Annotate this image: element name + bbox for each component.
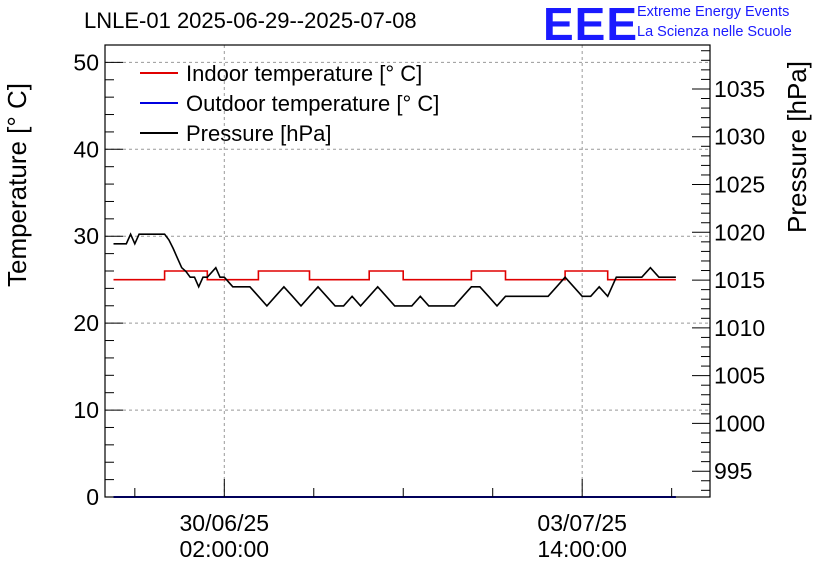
y-tick-label: 30 <box>73 223 99 249</box>
chart-title: LNLE-01 2025-06-29--2025-07-08 <box>84 8 417 33</box>
y2-tick-label: 1035 <box>714 76 765 102</box>
x-tick-label-date: 30/06/25 <box>180 510 270 536</box>
y2-tick-label: 1025 <box>714 172 765 198</box>
y-axis-label: Temperature [° C] <box>2 83 32 287</box>
y2-tick-label: 1005 <box>714 363 765 389</box>
legend-entry: Pressure [hPa] <box>186 121 332 146</box>
legend: Indoor temperature [° C] Outdoor temperat… <box>140 61 439 146</box>
grid-lines <box>105 45 710 497</box>
axis-ticks <box>105 44 710 498</box>
y2-axis-label: Pressure [hPa] <box>782 61 812 233</box>
legend-entry: Outdoor temperature [° C] <box>186 91 439 116</box>
logo-line-2: La Scienza nelle Scuole <box>637 24 792 40</box>
y2-tick-label: 1015 <box>714 267 765 293</box>
indoor-temperature-line <box>113 270 676 281</box>
y2-tick-label: 995 <box>714 458 752 484</box>
y2-tick-label: 1030 <box>714 124 765 150</box>
y-tick-label: 40 <box>73 136 99 162</box>
logo-line-1: Extreme Energy Events <box>637 4 790 20</box>
x-tick-label-time: 14:00:00 <box>537 536 627 562</box>
y2-tick-label: 1000 <box>714 410 765 436</box>
legend-entry: Indoor temperature [° C] <box>186 61 422 86</box>
y-tick-label: 10 <box>73 397 99 423</box>
y-tick-label: 0 <box>86 484 99 510</box>
eee-logo: EEE <box>543 0 639 50</box>
x-tick-label-time: 02:00:00 <box>180 536 270 562</box>
tick-labels: 0102030405099510001005101010151020102510… <box>73 49 765 562</box>
x-tick-label-date: 03/07/25 <box>537 510 627 536</box>
y2-tick-label: 1020 <box>714 219 765 245</box>
y-tick-label: 50 <box>73 49 99 75</box>
series-layer <box>113 232 676 498</box>
y2-tick-label: 1010 <box>714 315 765 341</box>
pressure-line <box>113 232 676 308</box>
y-tick-label: 20 <box>73 310 99 336</box>
